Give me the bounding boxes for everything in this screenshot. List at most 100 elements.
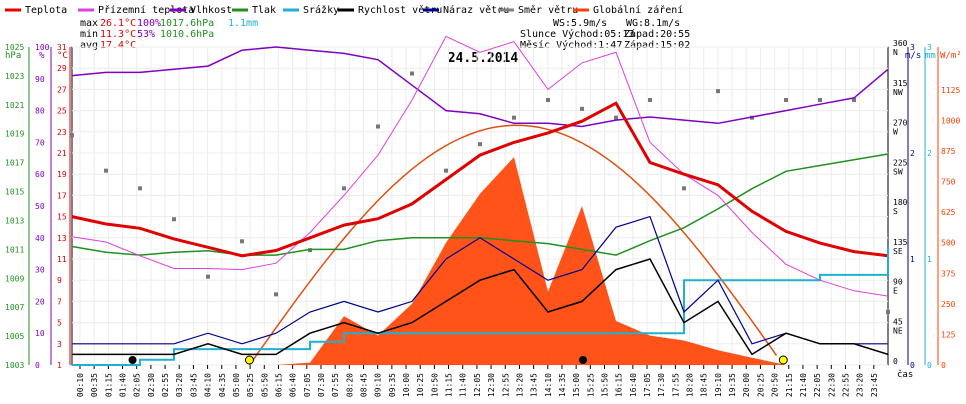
wind-direction-point: [410, 71, 414, 76]
legend-label: Vlhkost: [190, 5, 232, 16]
wind-direction-point: [682, 186, 686, 191]
x-tick-label: 17:05: [643, 373, 652, 397]
axis-label-ms: m/s: [905, 51, 921, 61]
info-ws: WS:5.9m/s: [553, 18, 607, 29]
tick-ms: 3: [910, 43, 915, 52]
tick-hpa: 1011: [5, 245, 24, 254]
tick-degc: 23: [57, 128, 67, 137]
x-tick-label: 10:50: [430, 373, 439, 397]
x-tick-label: 14:10: [544, 373, 553, 397]
tick-degc: 13: [57, 234, 67, 243]
tick-degc: 5: [57, 319, 62, 328]
x-tick-label: 15:50: [600, 373, 609, 397]
tick-mm: 1: [927, 255, 932, 264]
tick-pct: 60: [35, 170, 45, 179]
x-tick-label: 16:40: [629, 373, 638, 397]
wind-direction-point: [614, 115, 618, 120]
x-tick-label: 11:40: [459, 373, 468, 397]
sunset-marker: [778, 355, 788, 365]
x-tick-label: 19:10: [714, 373, 723, 397]
stat-min-label: min: [80, 29, 98, 40]
x-tick-label: 03:20: [175, 373, 184, 397]
legend-label: Tlak: [252, 5, 276, 16]
x-tick-label: 00:35: [90, 373, 99, 397]
info-sun-rise: Slunce Východ:05:13: [520, 28, 634, 40]
wind-direction-point: [818, 98, 822, 102]
tick-hpa: 1003: [5, 361, 24, 370]
tick-dir: 45: [893, 317, 903, 326]
x-tick-label: 20:25: [756, 373, 765, 397]
tick-wm2: 375: [941, 269, 956, 278]
tick-dir-name: S: [893, 207, 898, 216]
series-wind-speed: [72, 258, 889, 356]
tick-hpa: 1019: [5, 130, 24, 139]
wind-direction-point: [444, 168, 448, 173]
tick-degc: 11: [57, 255, 67, 264]
stat-avg-temp: 17.4°C: [100, 40, 136, 51]
tick-pct: 90: [35, 75, 45, 84]
series-wind-gust: [72, 215, 888, 345]
series-ground-temperature: [71, 35, 889, 297]
x-tick-label: 03:45: [189, 373, 198, 397]
tick-ms: 2: [910, 149, 915, 158]
wind-direction-point: [852, 98, 856, 102]
tick-hpa: 1017: [5, 159, 24, 168]
tick-degc: 31: [57, 43, 67, 52]
sunrise-marker: [244, 355, 254, 365]
stat-max-rain: 1.1mm: [228, 18, 258, 29]
tick-degc: 25: [57, 107, 67, 116]
tick-hpa: 1007: [5, 303, 24, 312]
tick-hpa: 1015: [5, 188, 24, 197]
x-tick-label: 12:05: [473, 373, 482, 397]
tick-degc: 29: [57, 64, 67, 73]
tick-dir: 270: [893, 119, 908, 128]
x-tick-label: 21:40: [799, 373, 808, 397]
x-tick-label: 18:20: [686, 373, 695, 397]
x-tick-label: 08:20: [345, 373, 354, 397]
tick-dir: 0: [893, 357, 898, 366]
x-tick-label: 06:15: [274, 373, 283, 397]
x-tick-label: 10:25: [416, 373, 425, 397]
tick-degc: 9: [57, 276, 62, 285]
stat-avg-label: avg: [80, 40, 98, 51]
axis-label-mm: mm: [925, 51, 936, 61]
tick-dir: 180: [893, 198, 908, 207]
x-tick-label: 07:55: [331, 373, 340, 397]
x-tick-label: 02:55: [161, 373, 170, 397]
stats-block: max 26.1°C 100% 1017.6hPa 1.1mm min 11.3…: [80, 18, 258, 51]
wind-direction-point: [716, 89, 720, 94]
tick-degc: 1: [57, 361, 62, 370]
stat-max-press: 1017.6hPa: [160, 18, 214, 29]
x-tick-label: 02:30: [147, 373, 156, 397]
x-tick-label: 07:05: [303, 373, 312, 397]
wind-direction-point: [784, 98, 788, 102]
tick-hpa: 1023: [5, 72, 24, 81]
tick-dir-name: E: [893, 287, 898, 296]
wind-direction-point: [274, 292, 278, 297]
tick-dir-name: W: [893, 128, 898, 137]
wind-direction-point: [478, 142, 482, 147]
series-rain: [72, 248, 889, 366]
x-tick-label: 22:55: [841, 373, 850, 397]
x-tick-label: 06:40: [289, 373, 298, 397]
wind-direction-point: [240, 239, 244, 244]
wind-direction-point: [104, 168, 108, 173]
sun-moon-info: WS:5.9m/s WG:8.1m/s Slunce Východ:05:13 …: [520, 18, 690, 51]
x-tick-label: 12:30: [487, 373, 496, 397]
tick-dir-name: SE: [893, 247, 903, 256]
x-tick-label: 05:25: [246, 373, 255, 397]
x-tick-label: 04:35: [218, 373, 227, 397]
tick-hpa: 1005: [5, 332, 24, 341]
x-tick-label: 16:15: [615, 373, 624, 397]
x-tick-label: 22:30: [827, 373, 836, 397]
stat-min-temp: 11.3°C: [100, 29, 136, 40]
x-tick-label: 17:55: [671, 373, 680, 397]
wind-direction-point: [580, 106, 584, 111]
stat-max-hum: 100%: [137, 18, 161, 29]
x-tick-label: 20:00: [742, 373, 751, 397]
x-tick-label: 05:50: [260, 373, 269, 397]
stat-min-hum: 53%: [137, 29, 155, 40]
tick-dir: 90: [893, 278, 903, 287]
